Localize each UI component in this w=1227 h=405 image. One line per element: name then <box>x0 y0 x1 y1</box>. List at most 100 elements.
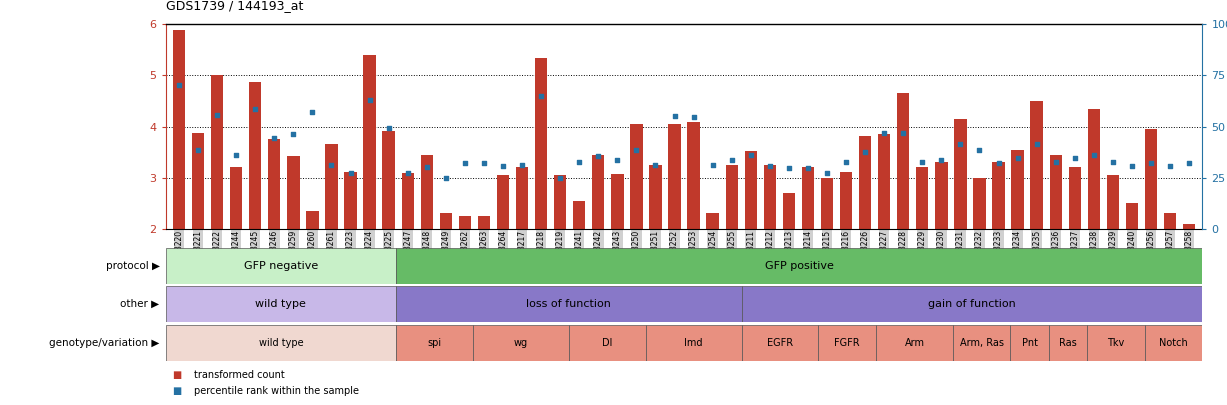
Bar <box>1145 129 1157 229</box>
FancyBboxPatch shape <box>569 325 645 361</box>
Bar <box>993 162 1005 229</box>
FancyBboxPatch shape <box>876 325 953 361</box>
Text: wild type: wild type <box>259 338 303 348</box>
Bar <box>421 155 433 229</box>
Point <box>589 153 609 160</box>
Point <box>436 175 455 181</box>
Point <box>417 164 437 171</box>
FancyBboxPatch shape <box>1011 325 1049 361</box>
Text: GFP negative: GFP negative <box>244 261 318 271</box>
Bar <box>553 175 567 229</box>
Point <box>474 160 493 166</box>
Point <box>875 130 894 136</box>
Text: FGFR: FGFR <box>834 338 860 348</box>
Bar <box>839 172 853 229</box>
Point <box>245 105 265 112</box>
Point <box>265 134 285 141</box>
Point <box>321 162 341 168</box>
Bar <box>593 155 605 229</box>
Point <box>207 112 227 119</box>
Text: Arm: Arm <box>904 338 924 348</box>
FancyBboxPatch shape <box>166 248 396 284</box>
Bar <box>383 131 395 229</box>
Point <box>1179 160 1199 166</box>
Bar <box>401 173 413 229</box>
Point <box>1065 155 1085 162</box>
Bar <box>821 178 833 229</box>
Bar <box>1011 149 1023 229</box>
Point <box>226 151 245 158</box>
Text: EGFR: EGFR <box>767 338 793 348</box>
Point <box>969 146 989 153</box>
Bar <box>459 216 471 229</box>
Bar <box>973 178 985 229</box>
Bar <box>229 168 243 229</box>
FancyBboxPatch shape <box>396 248 1202 284</box>
Bar <box>307 211 319 229</box>
Bar <box>535 58 547 229</box>
Bar <box>801 168 815 229</box>
FancyBboxPatch shape <box>1145 325 1202 361</box>
Bar <box>879 134 891 229</box>
Bar <box>897 93 909 229</box>
Point <box>721 157 741 163</box>
Text: Notch: Notch <box>1160 338 1188 348</box>
Point <box>1027 141 1047 148</box>
Text: Imd: Imd <box>685 338 703 348</box>
Point <box>1123 163 1142 170</box>
Text: spi: spi <box>427 338 442 348</box>
Bar <box>287 156 299 229</box>
FancyBboxPatch shape <box>396 286 741 322</box>
Text: Dl: Dl <box>602 338 612 348</box>
Point <box>379 124 399 131</box>
Point <box>989 160 1009 166</box>
Point <box>1161 163 1180 170</box>
FancyBboxPatch shape <box>818 325 876 361</box>
Text: gain of function: gain of function <box>928 299 1016 309</box>
Bar <box>1164 213 1177 229</box>
Text: ■: ■ <box>172 370 182 379</box>
Point <box>1045 159 1065 166</box>
Bar <box>1183 224 1195 229</box>
Bar <box>249 81 261 229</box>
FancyBboxPatch shape <box>166 286 396 322</box>
Bar <box>363 55 375 229</box>
Point <box>931 157 951 163</box>
Point <box>1103 159 1123 166</box>
Bar <box>687 122 699 229</box>
FancyBboxPatch shape <box>396 325 472 361</box>
Point <box>817 169 837 176</box>
Point <box>569 159 589 166</box>
FancyBboxPatch shape <box>741 325 818 361</box>
Bar <box>477 216 490 229</box>
Bar <box>211 75 223 229</box>
Text: wild type: wild type <box>255 299 307 309</box>
Text: ■: ■ <box>172 386 182 396</box>
Bar <box>1049 155 1061 229</box>
Point <box>837 159 856 166</box>
Text: Tkv: Tkv <box>1108 338 1125 348</box>
Point <box>683 114 703 121</box>
Point <box>1141 160 1161 166</box>
Bar <box>515 168 529 229</box>
Point <box>283 131 303 137</box>
FancyBboxPatch shape <box>166 325 396 361</box>
Bar <box>1087 109 1101 229</box>
Point <box>493 163 513 170</box>
FancyBboxPatch shape <box>953 325 1011 361</box>
Point <box>741 151 761 158</box>
Point <box>512 162 531 168</box>
Bar <box>1125 203 1139 229</box>
FancyBboxPatch shape <box>472 325 569 361</box>
Bar <box>573 201 585 229</box>
Text: other ▶: other ▶ <box>120 299 160 309</box>
Text: GDS1739 / 144193_at: GDS1739 / 144193_at <box>166 0 303 12</box>
Bar <box>917 168 929 229</box>
Bar <box>191 133 204 229</box>
Bar <box>859 136 871 229</box>
FancyBboxPatch shape <box>741 286 1202 322</box>
Bar <box>649 165 661 229</box>
Text: Ras: Ras <box>1059 338 1077 348</box>
Point <box>645 162 665 168</box>
Point <box>779 165 799 172</box>
